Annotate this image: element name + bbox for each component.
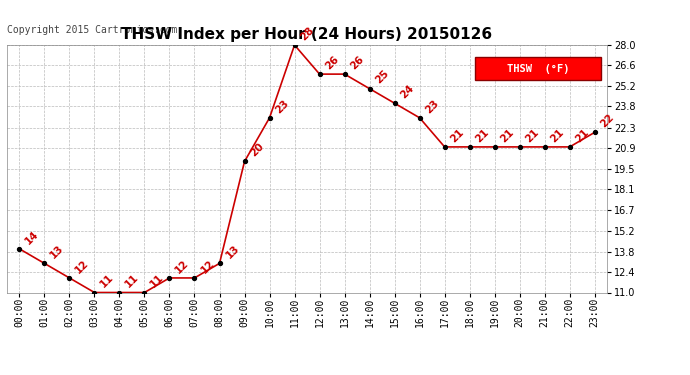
Text: 12: 12 bbox=[74, 258, 91, 275]
Text: 11: 11 bbox=[148, 272, 166, 290]
Title: THSW Index per Hour (24 Hours) 20150126: THSW Index per Hour (24 Hours) 20150126 bbox=[121, 27, 493, 42]
Point bbox=[89, 290, 100, 296]
Text: 28: 28 bbox=[299, 25, 316, 42]
Text: THSW  (°F): THSW (°F) bbox=[507, 63, 569, 74]
Text: 21: 21 bbox=[549, 127, 566, 144]
Text: 21: 21 bbox=[574, 127, 591, 144]
Point bbox=[64, 275, 75, 281]
Point bbox=[39, 260, 50, 266]
Text: 26: 26 bbox=[348, 54, 366, 71]
Point bbox=[314, 71, 325, 77]
Text: 21: 21 bbox=[448, 127, 466, 144]
Point bbox=[564, 144, 575, 150]
Text: 11: 11 bbox=[99, 272, 116, 290]
Text: 22: 22 bbox=[599, 112, 616, 130]
Point bbox=[239, 159, 250, 165]
Point bbox=[439, 144, 450, 150]
Text: Copyright 2015 Cartronics.com: Copyright 2015 Cartronics.com bbox=[7, 25, 177, 35]
Point bbox=[414, 115, 425, 121]
Point bbox=[289, 42, 300, 48]
Point bbox=[14, 246, 25, 252]
Point bbox=[139, 290, 150, 296]
Text: 21: 21 bbox=[474, 127, 491, 144]
Text: 26: 26 bbox=[324, 54, 341, 71]
Text: 11: 11 bbox=[124, 272, 141, 290]
Text: 14: 14 bbox=[23, 229, 41, 246]
Text: 20: 20 bbox=[248, 141, 266, 159]
Point bbox=[364, 86, 375, 92]
Point bbox=[389, 100, 400, 106]
Text: 24: 24 bbox=[399, 83, 416, 100]
Point bbox=[464, 144, 475, 150]
Text: 21: 21 bbox=[524, 127, 541, 144]
Point bbox=[589, 129, 600, 135]
Text: 25: 25 bbox=[374, 69, 391, 86]
Point bbox=[114, 290, 125, 296]
Point bbox=[164, 275, 175, 281]
FancyBboxPatch shape bbox=[475, 57, 601, 80]
Point bbox=[489, 144, 500, 150]
Text: 21: 21 bbox=[499, 127, 516, 144]
Text: 23: 23 bbox=[274, 98, 291, 115]
Text: 12: 12 bbox=[199, 258, 216, 275]
Text: 23: 23 bbox=[424, 98, 441, 115]
Point bbox=[189, 275, 200, 281]
Text: 13: 13 bbox=[48, 243, 66, 261]
Point bbox=[214, 260, 225, 266]
Text: 12: 12 bbox=[174, 258, 191, 275]
Point bbox=[339, 71, 350, 77]
Point bbox=[539, 144, 550, 150]
Point bbox=[264, 115, 275, 121]
Point bbox=[514, 144, 525, 150]
Text: 13: 13 bbox=[224, 243, 241, 261]
